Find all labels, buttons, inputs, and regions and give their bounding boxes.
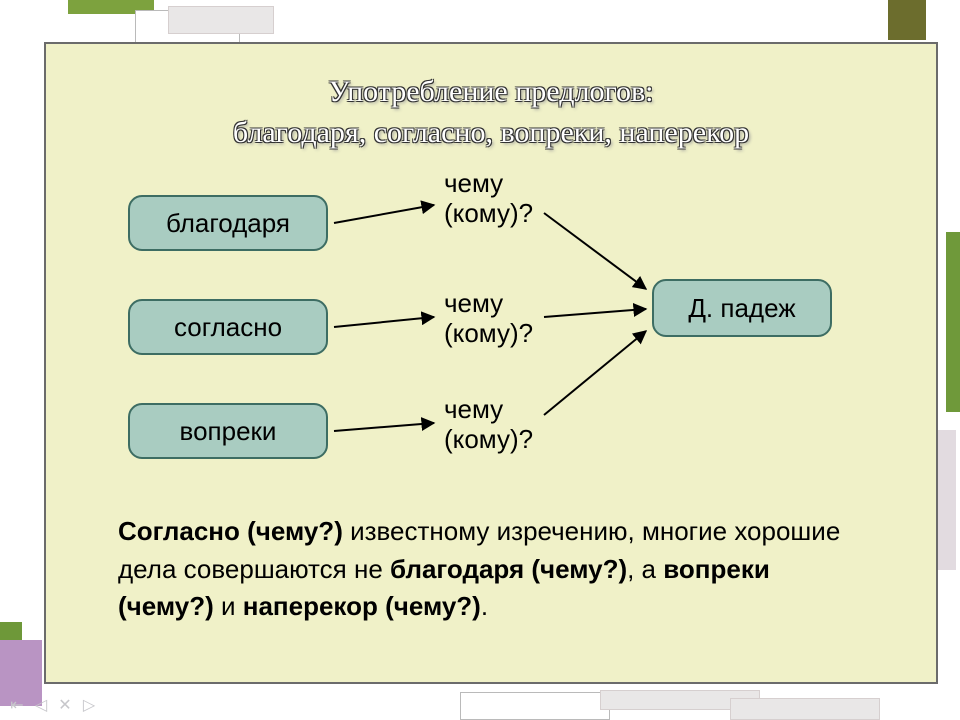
sentence-text: и (214, 591, 243, 621)
decor-rect (730, 698, 880, 720)
question-label: чему(кому)? (444, 395, 533, 455)
slide-title: Употребление предлогов: благодаря, согла… (46, 72, 936, 153)
case-box: Д. падеж (652, 279, 832, 337)
title-line2: благодаря, согласно, вопреки, наперекор (233, 116, 749, 149)
decor-rect (946, 232, 960, 412)
slide-frame: Употребление предлогов: благодаря, согла… (44, 42, 938, 684)
sentence-bold: наперекор (чему?) (243, 591, 481, 621)
nav-first-icon[interactable]: ⇤ (8, 696, 26, 714)
question-label: чему(кому)? (444, 169, 533, 229)
decor-rect (460, 692, 610, 720)
sentence-bold: благодаря (чему?) (390, 554, 627, 584)
question-label: чему(кому)? (444, 289, 533, 349)
nav-stop-icon[interactable]: ✕ (56, 696, 74, 714)
sentence-bold: Согласно (чему?) (118, 516, 343, 546)
decor-rect (168, 6, 274, 34)
nav-prev-icon[interactable]: ◁ (32, 696, 50, 714)
preposition-box: благодаря (128, 195, 328, 251)
decor-rect (888, 0, 926, 40)
example-sentence: Согласно (чему?) известному изречению, м… (118, 513, 864, 626)
title-line1: Употребление предлогов: (328, 75, 653, 108)
nav-next-icon[interactable]: ▷ (80, 696, 98, 714)
diagram-area: благодаря согласно вопреки чему(кому)? чему(… (46, 183, 936, 513)
nav-controls: ⇤ ◁ ✕ ▷ (8, 696, 98, 714)
sentence-text: , а (627, 554, 663, 584)
preposition-box: вопреки (128, 403, 328, 459)
sentence-text: . (481, 591, 488, 621)
preposition-box: согласно (128, 299, 328, 355)
